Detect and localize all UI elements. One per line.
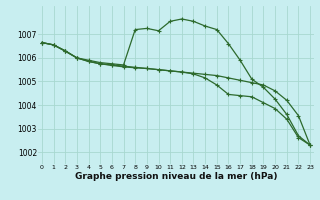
X-axis label: Graphe pression niveau de la mer (hPa): Graphe pression niveau de la mer (hPa) [75, 172, 277, 181]
